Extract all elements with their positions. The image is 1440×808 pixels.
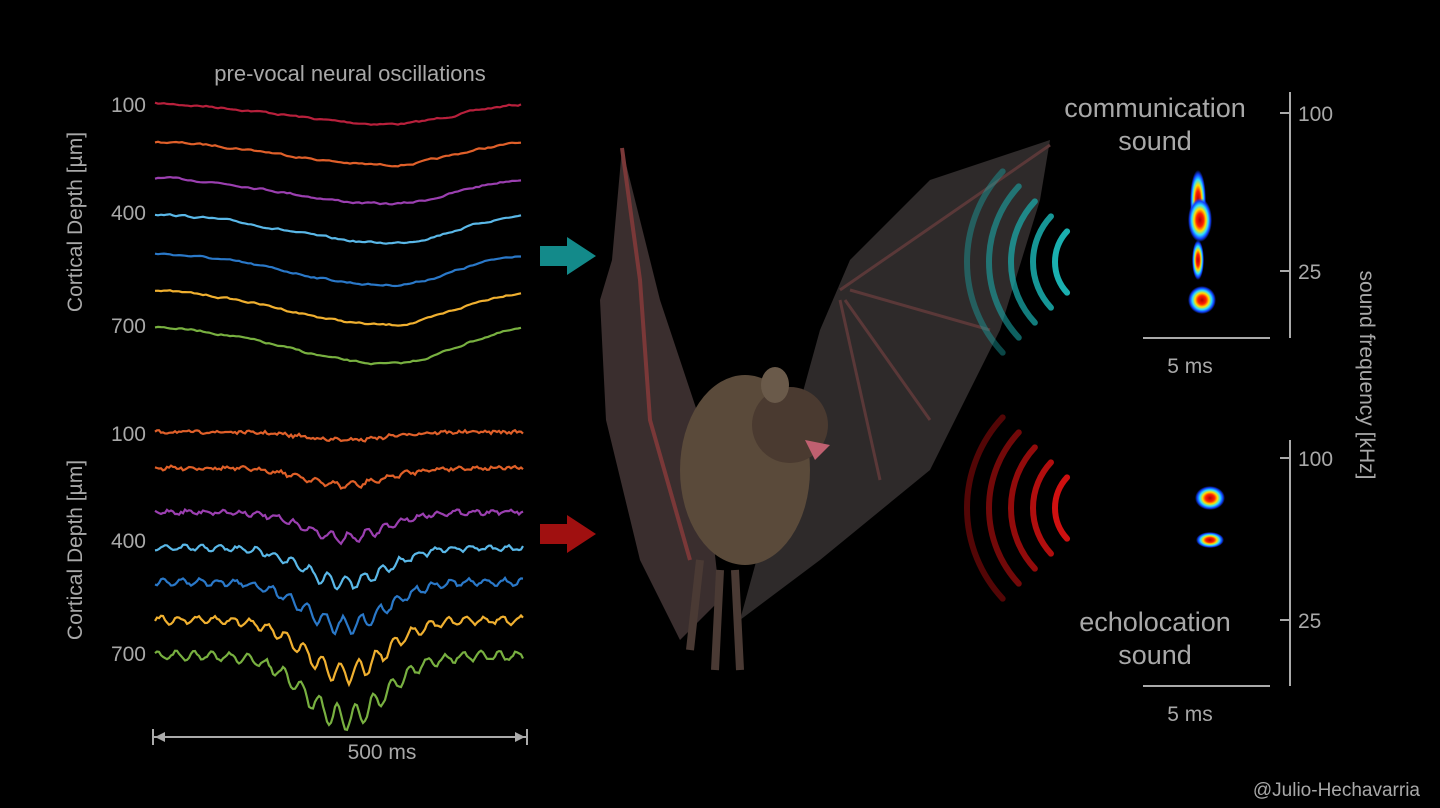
trace <box>154 543 524 591</box>
depth-label: Cortical Depth [µm] <box>64 132 87 312</box>
wave-arc <box>986 183 1022 341</box>
sound-label: echolocation <box>1079 607 1231 637</box>
trace <box>154 325 522 366</box>
trace <box>154 252 521 288</box>
credit: @Julio-Hechavarria <box>1253 780 1421 801</box>
freq-tick: 25 <box>1298 610 1321 633</box>
wave-arc <box>1030 459 1054 557</box>
depth-tick: 100 <box>111 94 146 117</box>
freq-axes <box>1143 92 1291 687</box>
depth-tick: 400 <box>111 202 146 225</box>
trace <box>154 575 524 636</box>
trace <box>154 464 524 490</box>
freq-tick: 100 <box>1298 103 1333 126</box>
communication-spectrogram <box>1188 170 1216 314</box>
depth-label: Cortical Depth [µm] <box>64 460 87 640</box>
wave-arc <box>986 429 1022 587</box>
time-scale-bar <box>152 729 528 745</box>
trace <box>154 101 522 126</box>
trace <box>154 649 524 732</box>
time-label: 5 ms <box>1167 355 1213 378</box>
arrow-red <box>540 515 596 553</box>
title: pre-vocal neural oscillations <box>214 61 485 86</box>
wave-arc <box>964 414 1006 602</box>
trace <box>154 613 524 688</box>
sound-label: sound <box>1118 126 1192 156</box>
bat <box>600 140 1051 671</box>
wave-arc <box>1008 444 1038 572</box>
time-scale-label: 500 ms <box>348 741 417 764</box>
trace <box>154 213 522 245</box>
trace <box>154 428 524 443</box>
trace <box>154 289 522 327</box>
arrow-teal <box>540 237 596 275</box>
echolocation-spectrogram <box>1195 486 1225 548</box>
sound-label: sound <box>1118 640 1192 670</box>
freq-tick: 100 <box>1298 448 1333 471</box>
trace <box>154 140 522 168</box>
sound-label: communication <box>1064 93 1246 123</box>
time-label: 5 ms <box>1167 703 1213 726</box>
trace <box>154 175 522 206</box>
freq-tick: 25 <box>1298 261 1321 284</box>
wave-arc <box>1052 228 1071 296</box>
wave-arc <box>1008 198 1038 326</box>
depth-tick: 700 <box>111 315 146 338</box>
depth-tick: 400 <box>111 530 146 553</box>
wave-arc <box>964 168 1006 356</box>
wave-arc <box>1052 474 1071 542</box>
freq-axis-label: sound frequency [kHz] <box>1355 271 1378 480</box>
traces <box>154 101 524 732</box>
wave-arc <box>1030 213 1054 311</box>
depth-tick: 700 <box>111 643 146 666</box>
trace <box>154 507 524 546</box>
depth-tick: 100 <box>111 423 146 446</box>
sound-waves <box>964 168 1071 602</box>
